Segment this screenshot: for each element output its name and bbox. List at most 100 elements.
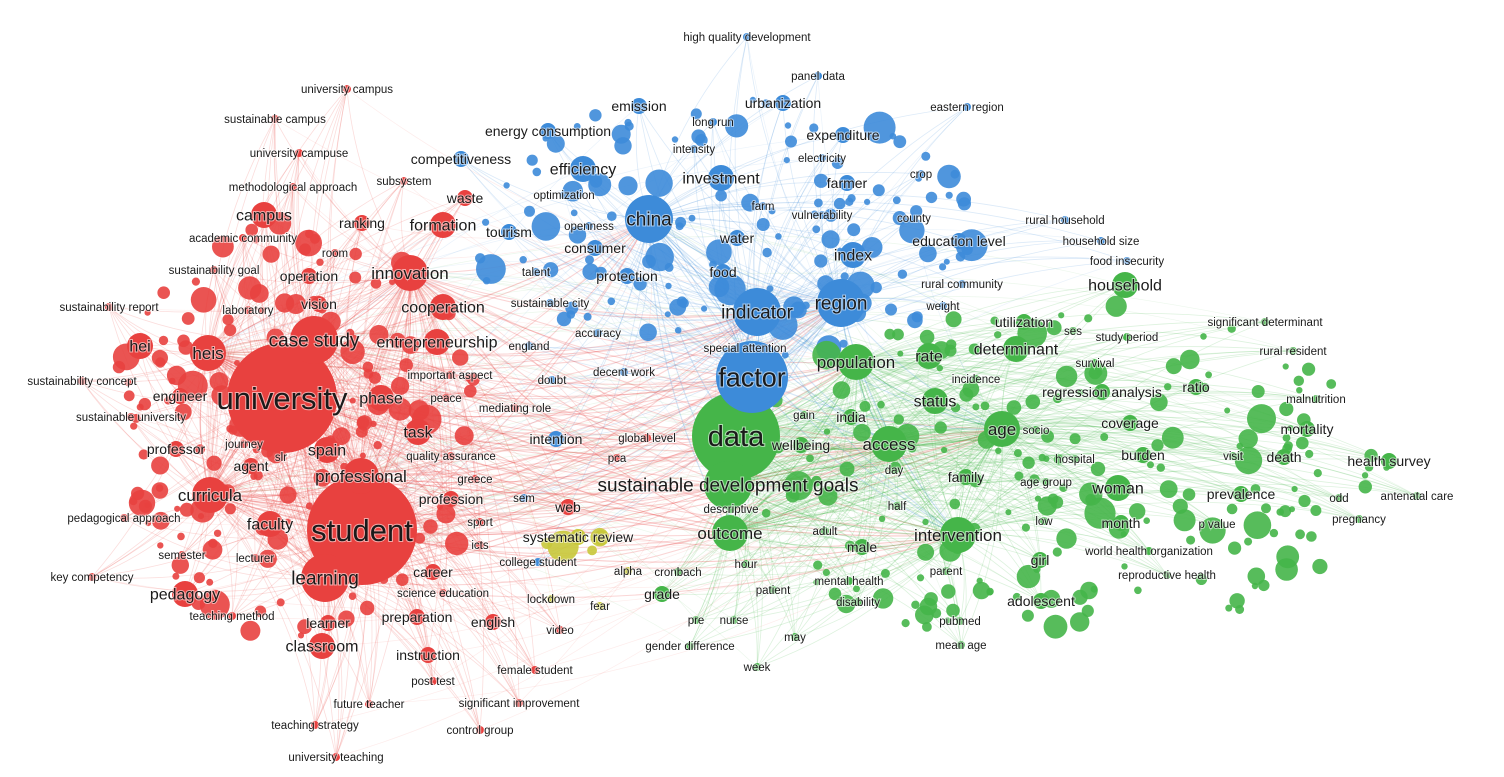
node-factor[interactable] (716, 341, 788, 413)
node-population[interactable] (838, 344, 874, 380)
node-professor[interactable] (168, 441, 184, 457)
node-descriptive[interactable] (727, 505, 735, 513)
node-low[interactable] (1040, 517, 1048, 525)
node-survival[interactable] (1091, 359, 1099, 367)
node-farmer[interactable] (839, 175, 855, 191)
node-gain[interactable] (800, 411, 808, 419)
node-rural-community[interactable] (958, 280, 966, 288)
node-grade[interactable] (654, 586, 670, 602)
node-water[interactable] (729, 230, 745, 246)
node-sustainable-city[interactable] (546, 299, 554, 307)
node-household[interactable] (1112, 272, 1138, 298)
node-world-health-organization[interactable] (1145, 547, 1153, 555)
node-hour[interactable] (742, 560, 750, 568)
node-nurse[interactable] (730, 616, 738, 624)
node-vision[interactable] (311, 296, 327, 312)
node-lockdown[interactable] (547, 595, 555, 603)
node-male[interactable] (854, 539, 870, 555)
node-entrepreneurship[interactable] (424, 329, 450, 355)
node-pedagogical-approach[interactable] (120, 514, 128, 522)
node-sustainable-campus[interactable] (271, 115, 279, 123)
node-hospital[interactable] (1071, 455, 1079, 463)
node-half[interactable] (893, 502, 901, 510)
node-curricula[interactable] (192, 477, 228, 513)
node-alpha[interactable] (624, 567, 632, 575)
node-odd[interactable] (1335, 494, 1343, 502)
node-methodological-approach[interactable] (289, 183, 297, 191)
node-food[interactable] (715, 264, 731, 280)
node-campus[interactable] (251, 202, 277, 228)
node-quality-assurance[interactable] (447, 452, 455, 460)
node-professional[interactable] (343, 458, 379, 494)
node-panel-data[interactable] (814, 72, 822, 80)
node-food-insecurity[interactable] (1123, 257, 1131, 265)
node-lecturer[interactable] (251, 554, 259, 562)
node-accuracy[interactable] (594, 329, 602, 337)
node-operation[interactable] (301, 268, 317, 284)
node-agent[interactable] (243, 458, 259, 474)
node-status[interactable] (922, 388, 948, 414)
node-case-study[interactable] (290, 316, 338, 364)
node-pregnancy[interactable] (1355, 515, 1363, 523)
node-china[interactable] (625, 195, 673, 243)
node-patient[interactable] (769, 586, 777, 594)
node-farm[interactable] (759, 202, 767, 210)
node-hei[interactable] (127, 333, 153, 359)
node-rural-resident[interactable] (1289, 347, 1297, 355)
node-prevalence[interactable] (1233, 486, 1249, 502)
node-college-student[interactable] (534, 558, 542, 566)
node-cooperation[interactable] (430, 294, 456, 320)
node-pre[interactable] (692, 616, 700, 624)
node-special-attention[interactable] (741, 344, 749, 352)
node-high-quality-development[interactable] (743, 33, 751, 41)
node-tourism[interactable] (501, 224, 517, 240)
node-adult[interactable] (821, 527, 829, 535)
node-web[interactable] (560, 499, 576, 515)
node-intention[interactable] (548, 431, 564, 447)
node-family[interactable] (958, 469, 974, 485)
node-significant-determinant[interactable] (1261, 318, 1269, 326)
node-determinant[interactable] (1003, 336, 1029, 362)
node-visit[interactable] (1229, 452, 1237, 460)
node-intervention[interactable] (940, 517, 976, 553)
node-talent[interactable] (532, 268, 540, 276)
node-emission[interactable] (631, 98, 647, 114)
node-teaching-strategy[interactable] (311, 721, 319, 729)
node-sustainable-development-goals[interactable] (704, 461, 752, 509)
node-intensity[interactable] (690, 145, 698, 153)
node-education-level[interactable] (951, 233, 967, 249)
node-greece[interactable] (471, 475, 479, 483)
node-efficiency[interactable] (570, 156, 596, 182)
node-health-survey[interactable] (1381, 453, 1397, 469)
node-systematic-review[interactable] (570, 529, 586, 545)
node-consumer[interactable] (587, 240, 603, 256)
node-journey[interactable] (240, 440, 248, 448)
node-month[interactable] (1113, 515, 1129, 531)
node-future-teacher[interactable] (365, 700, 373, 708)
node-female-student[interactable] (531, 666, 539, 674)
node-classroom[interactable] (309, 633, 335, 659)
node-university-campuse[interactable] (295, 149, 303, 157)
node-formation[interactable] (430, 212, 456, 238)
node-utilization[interactable] (1016, 314, 1032, 330)
node-sem[interactable] (520, 494, 528, 502)
node-india[interactable] (843, 409, 859, 425)
node-career[interactable] (425, 564, 441, 580)
node-eastern-region[interactable] (963, 103, 971, 111)
node-university-teaching[interactable] (332, 753, 340, 761)
node-learner[interactable] (320, 615, 336, 631)
node-academic-community[interactable] (239, 234, 247, 242)
node-regression-analysis[interactable] (1094, 384, 1110, 400)
node-sport[interactable] (476, 518, 484, 526)
node-openness[interactable] (585, 222, 593, 230)
node-ratio[interactable] (1188, 379, 1204, 395)
node-crop[interactable] (917, 170, 925, 178)
node-disability[interactable] (854, 598, 862, 606)
node-access[interactable] (871, 426, 907, 462)
node-doubt[interactable] (548, 376, 556, 384)
node-sustainability-concept[interactable] (78, 377, 86, 385)
node-decent-work[interactable] (620, 368, 628, 376)
node-socio[interactable] (1032, 426, 1040, 434)
node-control-group[interactable] (476, 726, 484, 734)
node-week[interactable] (753, 663, 761, 671)
